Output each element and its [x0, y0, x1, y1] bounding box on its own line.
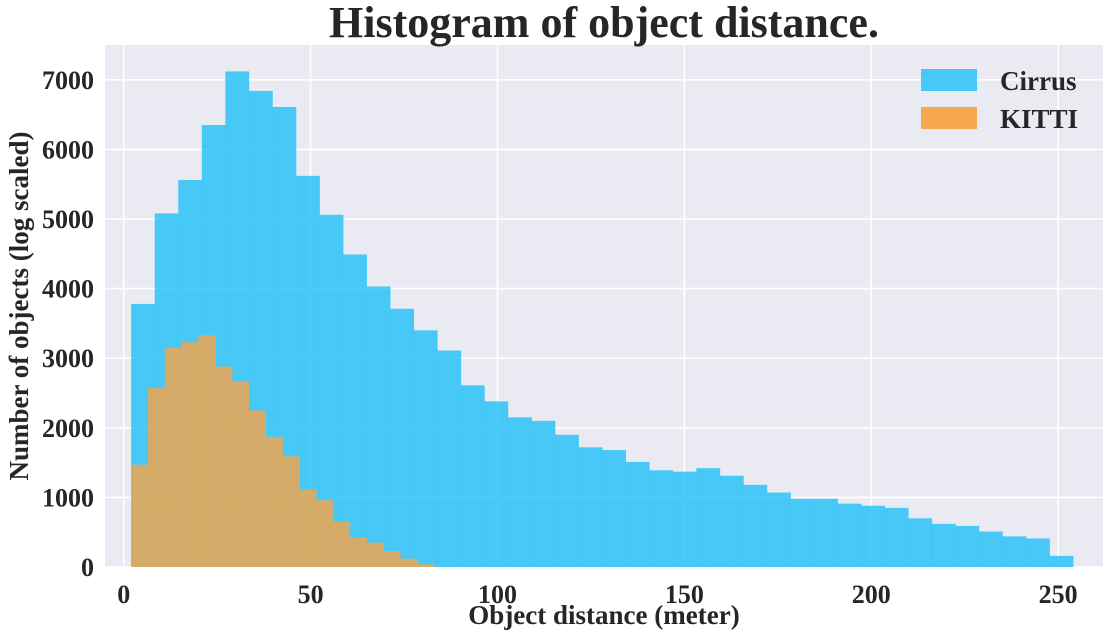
cirrus-bar [884, 507, 909, 567]
y-tick-label: 4000 [42, 275, 94, 304]
y-tick-label: 3000 [42, 344, 94, 373]
kitti-bar [248, 410, 267, 567]
series-kitti [131, 335, 435, 567]
cirrus-bar [649, 470, 674, 567]
x-axis-label: Object distance (meter) [468, 600, 739, 630]
cirrus-bar [861, 505, 886, 567]
x-tick-label: 50 [298, 580, 324, 609]
cirrus-bar [602, 450, 626, 567]
cirrus-bar [296, 175, 320, 567]
cirrus-bar [978, 531, 1003, 567]
cirrus-bar [1049, 555, 1074, 567]
kitti-bar [147, 388, 166, 567]
cirrus-bar [625, 461, 650, 567]
kitti-bar [417, 564, 435, 567]
y-tick-labels: 0 1000 2000 3000 4000 5000 6000 7000 [42, 66, 94, 582]
legend-label-cirrus: Cirrus [1000, 66, 1077, 96]
cirrus-bar [413, 330, 438, 567]
cirrus-bar [837, 503, 862, 567]
cirrus-bar [555, 434, 579, 567]
kitti-bar [181, 342, 199, 567]
x-tick-labels: 0 50 100 150 200 250 [117, 580, 1077, 609]
cirrus-bar [719, 475, 744, 567]
cirrus-bar [390, 308, 415, 567]
x-tick-label: 100 [478, 580, 517, 609]
legend: Cirrus KITTI [921, 66, 1078, 134]
kitti-bar [366, 542, 384, 567]
kitti-bar [400, 558, 418, 567]
x-tick-label: 250 [1039, 580, 1078, 609]
kitti-bar [131, 464, 149, 567]
chart-title: Histogram of object distance. [329, 0, 879, 47]
y-tick-label: 5000 [42, 205, 94, 234]
y-tick-label: 0 [81, 553, 94, 582]
cirrus-bar [484, 401, 509, 567]
cirrus-bar [319, 214, 344, 567]
cirrus-bar [531, 420, 556, 567]
kitti-bar [215, 366, 233, 567]
cirrus-bar [1026, 538, 1050, 567]
y-tick-label: 1000 [42, 483, 94, 512]
kitti-bar [316, 500, 334, 567]
cirrus-bar [696, 468, 721, 567]
cirrus-bar [814, 498, 838, 567]
kitti-bar [265, 436, 283, 567]
cirrus-bar [460, 385, 485, 567]
cirrus-bar [908, 518, 933, 567]
y-tick-label: 2000 [42, 414, 94, 443]
cirrus-bar [766, 492, 791, 567]
y-tick-label: 7000 [42, 66, 94, 95]
cirrus-bar [790, 498, 815, 567]
kitti-bar [383, 550, 401, 567]
x-tick-label: 200 [852, 580, 891, 609]
x-tick-label: 150 [665, 580, 704, 609]
cirrus-bar [955, 525, 980, 567]
cirrus-bar [743, 484, 768, 567]
y-axis-label: Number of objects (log scaled) [4, 132, 34, 481]
kitti-bar [299, 489, 317, 567]
x-tick-label: 0 [117, 580, 130, 609]
cirrus-bar [578, 447, 603, 567]
cirrus-bar [672, 471, 697, 567]
kitti-bar [282, 456, 300, 567]
legend-swatch-cirrus [921, 69, 977, 91]
kitti-bar [232, 381, 250, 567]
y-tick-label: 6000 [42, 135, 94, 164]
legend-swatch-kitti [921, 107, 977, 129]
cirrus-bar [507, 417, 532, 567]
cirrus-bar [931, 523, 956, 567]
kitti-bar [164, 347, 182, 567]
cirrus-bar [366, 286, 391, 567]
kitti-bar [333, 521, 351, 567]
cirrus-bar [437, 350, 462, 567]
cirrus-bar [1002, 536, 1027, 567]
cirrus-bar [343, 254, 367, 567]
legend-label-kitti: KITTI [1000, 104, 1078, 134]
bars [131, 71, 1074, 568]
kitti-bar [349, 537, 367, 567]
kitti-bar [198, 335, 216, 567]
